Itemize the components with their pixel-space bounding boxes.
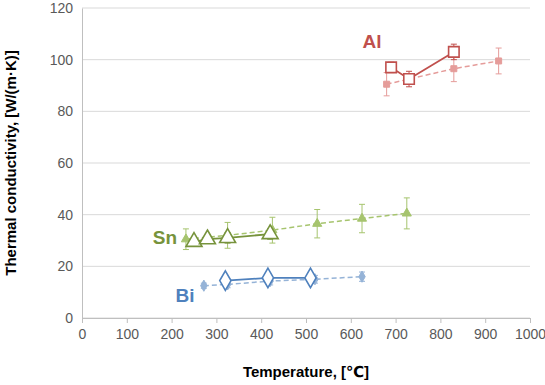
x-tick-label: 300 [205, 326, 229, 342]
x-tick-mark [82, 318, 83, 323]
x-tick-label: 500 [295, 326, 319, 342]
x-tick-mark [261, 318, 262, 323]
marker [359, 271, 365, 282]
x-tick-mark [216, 318, 217, 323]
chart: 0 100 200 300 400 500 600 700 800 900 1000 0 20 40 60 8… [0, 0, 545, 385]
series [384, 48, 502, 96]
y-tick-label: 120 [50, 0, 74, 16]
plot-area: 0 100 200 300 400 500 600 700 800 900 1000 0 20 40 60 8… [50, 0, 545, 342]
x-tick: 300 [205, 318, 229, 342]
x-tick-mark [351, 318, 352, 323]
marker [386, 62, 396, 72]
grid-line [82, 8, 530, 9]
marker [404, 74, 414, 84]
x-tick-mark [396, 318, 397, 323]
y-tick: 40 [57, 207, 82, 223]
y-axis-title: Thermal conductivity, [W/(m·K)] [2, 50, 19, 276]
x-tick: 100 [116, 318, 140, 342]
x-tick-label: 400 [250, 326, 274, 342]
marker [384, 81, 390, 87]
y-tick: 120 [50, 0, 82, 16]
marker [451, 66, 457, 72]
marker [199, 230, 215, 244]
y-tick: 80 [57, 103, 82, 119]
x-tick-label: 700 [384, 326, 408, 342]
marker [496, 58, 502, 64]
annotation: Sn [153, 227, 177, 248]
y-axis: 0 20 40 60 80 100 120 [50, 0, 83, 326]
x-tick-label: 900 [474, 326, 498, 342]
series-line [387, 61, 499, 84]
y-tick-label: 40 [57, 207, 73, 223]
y-tick: 20 [57, 258, 82, 274]
y-tick-label: 100 [50, 52, 74, 68]
y-tick: 60 [57, 155, 82, 171]
y-tick-label: 20 [57, 258, 73, 274]
marker [449, 47, 459, 57]
annotation: Bi [176, 285, 195, 306]
marker [220, 271, 231, 291]
x-tick-label: 0 [79, 326, 87, 342]
error-bar [384, 73, 390, 96]
grid-line [82, 163, 530, 164]
marker [305, 268, 316, 288]
grid-line [82, 214, 530, 215]
x-tick: 1000 [515, 318, 545, 342]
marker [402, 208, 411, 216]
error-bar [359, 272, 365, 281]
x-tick-label: 1000 [515, 326, 545, 342]
series [186, 225, 278, 247]
y-tick-label: 0 [65, 310, 73, 326]
marker [201, 280, 207, 291]
x-tick-label: 200 [160, 326, 184, 342]
y-tick-label: 60 [57, 155, 73, 171]
series-line [391, 52, 454, 79]
marker [220, 229, 236, 243]
x-tick-label: 100 [116, 326, 140, 342]
y-tick: 0 [65, 310, 82, 326]
data-area [181, 44, 501, 291]
error-bar [496, 48, 502, 74]
annotation: Al [363, 31, 382, 52]
x-tick-mark [530, 318, 531, 323]
x-tick: 400 [250, 318, 274, 342]
x-axis: 0 100 200 300 400 500 600 700 800 900 1000 [79, 318, 545, 342]
x-tick-mark [485, 318, 486, 323]
series-line [186, 213, 407, 239]
marker [262, 268, 273, 288]
series [201, 271, 366, 291]
series [386, 44, 459, 87]
series [181, 198, 411, 250]
x-tick-label: 800 [429, 326, 453, 342]
x-tick-mark [440, 318, 441, 323]
x-tick-mark [306, 318, 307, 323]
x-tick: 0 [79, 318, 87, 342]
series [220, 268, 316, 290]
y-tick: 100 [50, 52, 82, 68]
x-tick: 500 [295, 318, 319, 342]
x-tick: 800 [429, 318, 453, 342]
x-tick: 200 [160, 318, 184, 342]
y-axis-line [82, 9, 83, 319]
x-tick-label: 600 [340, 326, 364, 342]
marker [357, 213, 366, 221]
x-tick-mark [127, 318, 128, 323]
grid [82, 8, 530, 318]
grid-line [82, 59, 530, 60]
x-tick: 600 [340, 318, 364, 342]
marker [313, 218, 322, 226]
marker [262, 225, 278, 239]
grid-line [82, 111, 530, 112]
x-tick-mark [172, 318, 173, 323]
x-axis-title: Temperature, [℃] [243, 363, 369, 380]
x-tick: 900 [474, 318, 498, 342]
grid-line [82, 266, 530, 267]
y-tick-label: 80 [57, 103, 73, 119]
x-tick: 700 [384, 318, 408, 342]
